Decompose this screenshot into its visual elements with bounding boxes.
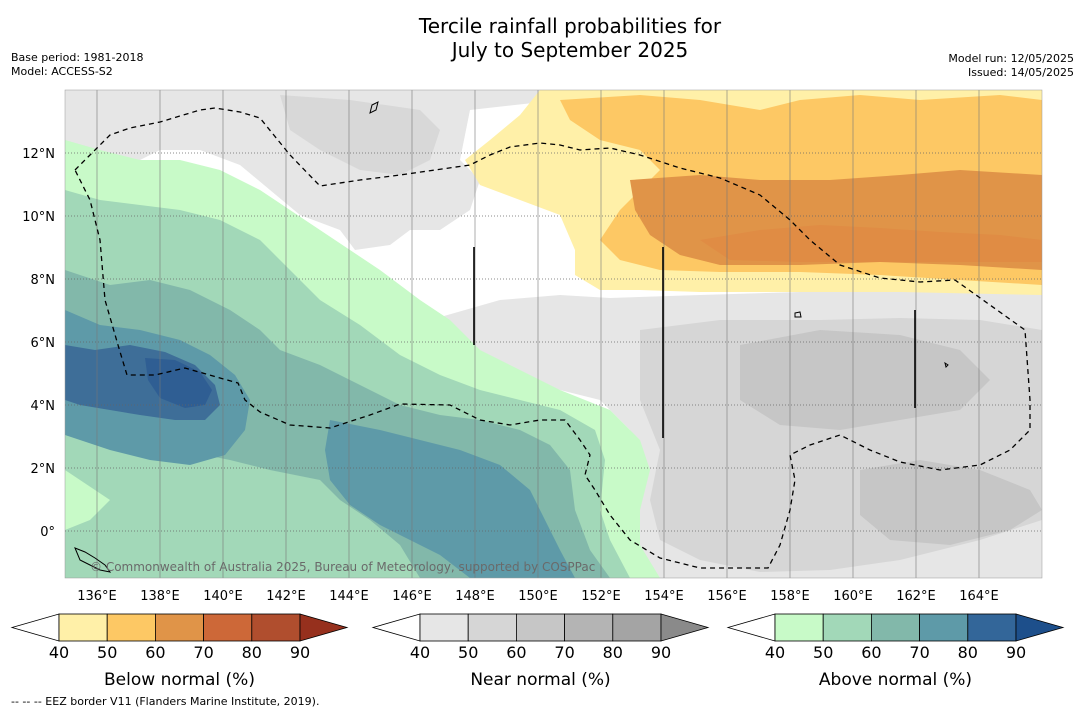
colorbar-segment bbox=[564, 613, 614, 642]
chart-title: Tercile rainfall probabilities for July … bbox=[0, 14, 1085, 62]
map-frame bbox=[64, 89, 1043, 579]
colorbar-right-extend bbox=[1015, 613, 1065, 642]
colorbar-tick-label: 40 bbox=[49, 643, 69, 662]
marker-lines bbox=[473, 247, 916, 438]
latitude-labels: 12°N 10°N 8°N 6°N 4°N 2°N 0° bbox=[22, 147, 55, 540]
lon-tick-label: 136°E bbox=[77, 589, 117, 604]
lat-tick-label: 4°N bbox=[31, 399, 56, 414]
colorbar-tick-label: 60 bbox=[145, 643, 165, 662]
colorbar-tick-label: 50 bbox=[97, 643, 117, 662]
colorbar-segment bbox=[967, 613, 1017, 642]
lon-tick-label: 154°E bbox=[644, 589, 684, 604]
title-line-1: Tercile rainfall probabilities for bbox=[418, 14, 722, 38]
latitude-gridlines bbox=[65, 152, 1042, 532]
colorbar-tick-label: 70 bbox=[909, 643, 929, 662]
lon-tick-label: 156°E bbox=[707, 589, 747, 604]
colorbar-segment bbox=[919, 613, 969, 642]
colorbar-tick-label: 90 bbox=[1006, 643, 1026, 662]
colorbar-segment bbox=[154, 613, 204, 642]
below-normal-70-region bbox=[700, 225, 1042, 262]
model-name: Model: ACCESS-S2 bbox=[11, 65, 113, 78]
colorbar: 40 50 60 70 80 90 Above normal (%) bbox=[726, 613, 1065, 690]
colorbar-segment bbox=[516, 613, 566, 642]
lon-tick-label: 148°E bbox=[455, 589, 495, 604]
longitude-gridlines bbox=[96, 90, 980, 578]
colorbar-tick-label: 50 bbox=[813, 643, 833, 662]
colorbar-left-extend bbox=[10, 613, 60, 642]
colorbar-tick-label: 70 bbox=[193, 643, 213, 662]
lon-tick-label: 150°E bbox=[518, 589, 558, 604]
colorbar-label: Above normal (%) bbox=[819, 670, 972, 690]
colorbar-tick-label: 50 bbox=[458, 643, 478, 662]
colorbar-tick-label: 80 bbox=[242, 643, 262, 662]
colorbar-tick-label: 90 bbox=[651, 643, 671, 662]
meta-right: Model run: 12/05/2025 Issued: 14/05/2025 bbox=[948, 52, 1074, 80]
base-period: Base period: 1981-2018 bbox=[11, 51, 144, 64]
lat-tick-label: 12°N bbox=[22, 147, 55, 162]
eez-border-palau-fsm bbox=[74, 107, 1031, 569]
colorbar-left-extend bbox=[726, 613, 776, 642]
colorbars: 40 50 60 70 80 90 Below normal (%) 40 50 60 70 80 90… bbox=[10, 613, 1065, 690]
colorbar-tick-label: 40 bbox=[765, 643, 785, 662]
colorbar-segment bbox=[419, 613, 469, 642]
issued-date: Issued: 14/05/2025 bbox=[967, 66, 1074, 79]
colorbar-segment bbox=[203, 613, 253, 642]
lat-tick-label: 8°N bbox=[31, 273, 56, 288]
colorbar-segment bbox=[106, 613, 156, 642]
colorbar-right-extend bbox=[299, 613, 349, 642]
colorbar-segment bbox=[822, 613, 872, 642]
colorbar-tick-label: 60 bbox=[506, 643, 526, 662]
colorbar-label: Near normal (%) bbox=[470, 670, 610, 690]
lon-tick-label: 158°E bbox=[770, 589, 810, 604]
above-normal-70-south bbox=[325, 420, 575, 578]
near-normal-north-inner bbox=[280, 95, 440, 175]
lat-tick-label: 0° bbox=[40, 525, 55, 540]
lon-tick-label: 138°E bbox=[140, 589, 180, 604]
colorbar-tick-label: 70 bbox=[554, 643, 574, 662]
meta-left: Base period: 1981-2018 Model: ACCESS-S2 bbox=[11, 51, 143, 79]
map-credit: © Commonwealth of Australia 2025, Bureau… bbox=[90, 560, 595, 574]
colorbar-tick-label: 40 bbox=[410, 643, 430, 662]
colorbar: 40 50 60 70 80 90 Near normal (%) bbox=[371, 613, 710, 690]
colorbar-segment bbox=[58, 613, 108, 642]
lon-tick-label: 162°E bbox=[896, 589, 936, 604]
lat-tick-label: 10°N bbox=[22, 210, 55, 225]
coastline-islands bbox=[74, 101, 949, 573]
lon-tick-label: 152°E bbox=[581, 589, 621, 604]
longitude-labels: 136°E 138°E 140°E 142°E 144°E 146°E 148°E 150°E… bbox=[77, 589, 999, 604]
colorbar-label: Below normal (%) bbox=[104, 670, 255, 690]
lat-tick-label: 6°N bbox=[31, 336, 56, 351]
colorbar-segment bbox=[774, 613, 824, 642]
colorbar-right-extend bbox=[660, 613, 710, 642]
lon-tick-label: 160°E bbox=[833, 589, 873, 604]
model-run: Model run: 12/05/2025 bbox=[948, 52, 1074, 65]
lon-tick-label: 164°E bbox=[959, 589, 999, 604]
eez-footer-note: -- -- -- EEZ border V11 (Flanders Marine… bbox=[11, 695, 320, 708]
probability-map: © Commonwealth of Australia 2025, Bureau… bbox=[65, 90, 1042, 578]
title-line-2: July to September 2025 bbox=[451, 38, 689, 62]
lon-tick-label: 142°E bbox=[266, 589, 306, 604]
lon-tick-label: 144°E bbox=[329, 589, 369, 604]
colorbar-tick-label: 80 bbox=[958, 643, 978, 662]
lat-tick-label: 2°N bbox=[31, 462, 56, 477]
colorbar-segment bbox=[467, 613, 517, 642]
colorbar-segment bbox=[871, 613, 921, 642]
colorbar: 40 50 60 70 80 90 Below normal (%) bbox=[10, 613, 349, 690]
lon-tick-label: 146°E bbox=[392, 589, 432, 604]
colorbar-tick-label: 60 bbox=[861, 643, 881, 662]
near-normal-east-core2 bbox=[860, 460, 1042, 545]
colorbar-left-extend bbox=[371, 613, 421, 642]
colorbar-tick-label: 90 bbox=[290, 643, 310, 662]
colorbar-tick-label: 80 bbox=[603, 643, 623, 662]
colorbar-segment bbox=[251, 613, 301, 642]
near-normal-east-core bbox=[740, 330, 990, 430]
colorbar-segment bbox=[612, 613, 662, 642]
lon-tick-label: 140°E bbox=[203, 589, 243, 604]
